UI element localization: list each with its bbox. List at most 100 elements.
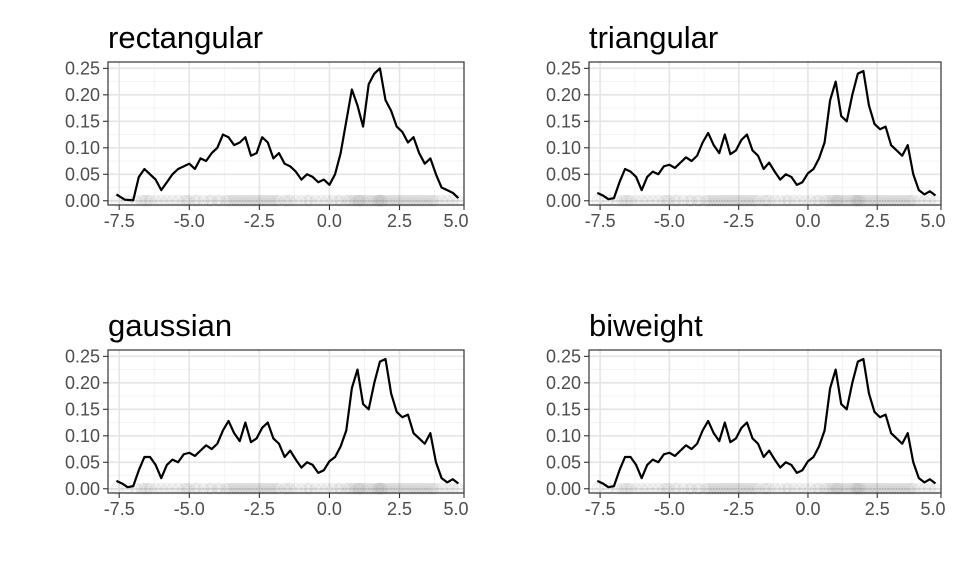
rug-point — [682, 482, 695, 495]
rug-point — [340, 194, 353, 207]
rug-point — [343, 194, 355, 207]
rug-point — [710, 482, 723, 495]
rug-point — [904, 482, 917, 495]
rug-point — [874, 482, 886, 495]
rug-point — [782, 194, 795, 207]
y-tick-label: 0.05 — [65, 452, 100, 472]
rug-point — [710, 194, 723, 207]
rug-point — [138, 194, 151, 207]
rug-point — [619, 194, 631, 207]
y-tick-label: 0.10 — [546, 426, 581, 446]
rug-point — [396, 194, 409, 207]
rug-point — [359, 194, 372, 207]
rug-point — [166, 482, 179, 495]
rug-point — [281, 482, 294, 495]
rug-point — [669, 482, 681, 495]
rug-point — [850, 482, 863, 495]
rug-point — [879, 482, 892, 495]
rug-point — [160, 482, 173, 495]
rug-point — [735, 194, 748, 207]
rug-point — [261, 194, 274, 207]
rug-point — [256, 194, 269, 207]
rug-point — [899, 194, 911, 207]
rug-point — [813, 194, 825, 207]
rug-point — [912, 194, 925, 207]
rug-point — [368, 194, 381, 207]
rug-point — [693, 194, 706, 207]
rug-point — [768, 194, 781, 207]
x-tick-label: 0.0 — [795, 499, 820, 519]
rug-point — [924, 482, 936, 495]
rug-point — [660, 194, 673, 207]
y-axis: 0.00 0.05 0.10 0.15 0.20 0.25 — [546, 58, 589, 211]
rug-point — [907, 194, 920, 207]
rug-point — [879, 194, 892, 207]
rug-point — [840, 482, 853, 495]
rug-point — [309, 482, 322, 495]
rug-point — [284, 194, 297, 207]
rug-point — [685, 194, 698, 207]
rug-point — [135, 482, 148, 495]
facet-panel-rectangular: rectangular0.000.050.100.150.200.25-7.5-… — [65, 20, 469, 231]
panel-frame — [588, 61, 942, 206]
rug-point — [804, 194, 817, 207]
rug-point — [424, 482, 437, 495]
rug-point — [365, 194, 378, 207]
rug-point — [799, 194, 812, 207]
panel-frame — [107, 349, 465, 494]
rug-point — [225, 482, 238, 495]
panel-grid — [108, 62, 464, 205]
rug-point — [351, 482, 364, 495]
rug-point — [362, 482, 375, 495]
y-tick-label: 0.20 — [546, 85, 581, 105]
rug-point — [357, 194, 369, 207]
rug-point — [435, 482, 448, 495]
rug-point — [205, 482, 218, 495]
rug-point — [326, 194, 339, 207]
x-axis: -7.5 -5.0 -2.5 0.0 2.5 5.0 — [585, 493, 946, 519]
rug-point — [416, 482, 428, 495]
rug-point — [641, 194, 654, 207]
rug-point — [418, 194, 431, 207]
rug-point — [743, 194, 756, 207]
rug-point — [843, 194, 856, 207]
rug-point — [404, 482, 417, 495]
rug-point — [155, 194, 168, 207]
rug-point — [835, 482, 848, 495]
rug-point — [746, 482, 759, 495]
rug-point — [677, 194, 690, 207]
rug-point — [301, 194, 313, 207]
rug-point — [180, 482, 193, 495]
x-axis: -7.5 -5.0 -2.5 0.0 2.5 5.0 — [585, 205, 946, 231]
rug-point — [256, 482, 269, 495]
panel-grid — [589, 62, 941, 205]
rug-point — [222, 482, 235, 495]
panel-background — [108, 350, 464, 493]
facet-panel-gaussian: gaussian 0.00 0.05 0.10 0.15 0.20 0.25 -7.5 -5.0… — [65, 308, 469, 519]
rug-point — [348, 194, 361, 207]
rug-point — [446, 482, 459, 495]
rug-point — [853, 194, 866, 207]
rug-point — [702, 194, 715, 207]
rug-point — [657, 194, 670, 207]
x-tick-label: -7.5 — [104, 499, 135, 519]
rug-point — [267, 482, 280, 495]
rug-point — [390, 194, 403, 207]
rug-point — [236, 194, 249, 207]
rug-point — [203, 194, 215, 207]
y-tick-label: 0.25 — [546, 58, 581, 78]
rug-point — [831, 482, 843, 495]
rug-point — [331, 482, 344, 495]
y-tick-label: 0.10 — [65, 138, 100, 158]
rug-point — [225, 194, 238, 207]
rug-point — [652, 194, 665, 207]
rug-point — [421, 194, 434, 207]
rug-point — [362, 194, 375, 207]
rug-point — [838, 194, 850, 207]
rug-point — [388, 482, 400, 495]
y-tick-label: 0.00 — [65, 479, 100, 499]
rug-point — [849, 194, 861, 207]
rug-point — [413, 194, 426, 207]
rug-point — [357, 482, 369, 495]
rug-point — [354, 482, 367, 495]
